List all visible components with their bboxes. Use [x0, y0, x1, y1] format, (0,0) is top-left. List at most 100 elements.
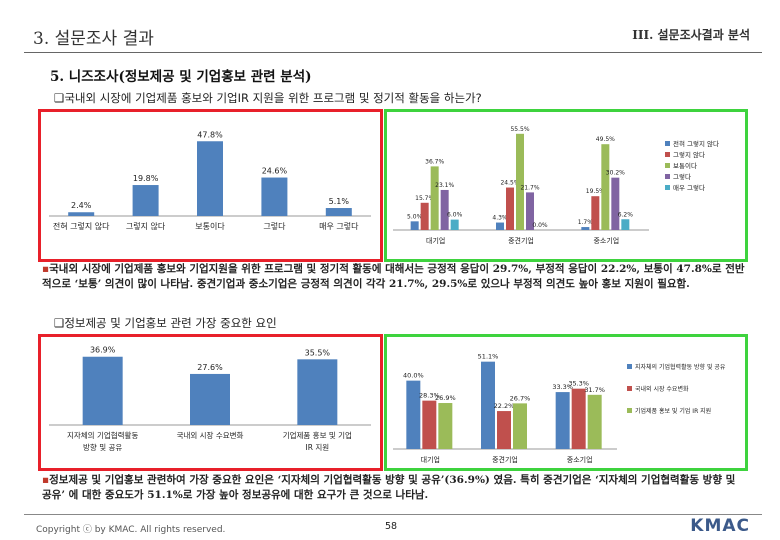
bar — [132, 185, 159, 216]
category-label: 국내외 시장 수요변화 — [177, 430, 244, 440]
category-label: 지자체의 기업협력활동 — [67, 430, 138, 440]
category-label: 그렇지 않다 — [126, 221, 166, 231]
data-label: 5.1% — [329, 197, 350, 206]
legend-swatch — [665, 163, 670, 168]
category-label: 중견기업 — [492, 455, 518, 464]
bar — [68, 212, 95, 216]
data-label: 36.9% — [90, 346, 116, 355]
kmac-logo: KMAC — [690, 516, 750, 536]
bullet-icon: ▪ — [42, 263, 50, 275]
data-label: 35.3% — [568, 380, 589, 388]
note-2: ▪정보제공 및 기업홍보 관련하여 가장 중요한 요인은 ‘지자체의 기업협력활… — [42, 473, 747, 503]
bar — [581, 227, 590, 230]
data-label: 47.8% — [197, 130, 223, 139]
category-label: 대기업 — [421, 455, 440, 464]
question-2: ❑정보제공 및 기업홍보 관련 가장 중요한 요인 — [54, 315, 277, 331]
category-label: 중소기업 — [567, 455, 593, 464]
data-label: 15.7% — [415, 195, 434, 202]
legend-label: 그렇지 않다 — [673, 150, 705, 159]
data-label: 40.0% — [403, 372, 424, 380]
chart-2-frame: 5.0% 15.7% 36.7% 23.1% 6.0% 대기업 4.3% 24.5% 55.5%… — [384, 109, 748, 262]
copyright: Copyright ⓒ by KMAC. All rights reserved… — [36, 525, 226, 535]
bar — [438, 403, 453, 449]
note-1: ▪국내외 시장에 기업제품 홍보와 기업지원을 위한 프로그램 및 정기적 활동… — [42, 262, 747, 292]
legend-label: 국내외 시장 수요변화 — [635, 385, 689, 393]
category-label: 전혀 그렇지 않다 — [53, 221, 110, 231]
data-label: 49.5% — [596, 136, 615, 143]
bar — [555, 392, 570, 449]
data-label: 55.5% — [510, 126, 529, 133]
category-label: 방향 및 공유 — [83, 442, 122, 452]
data-label: 6.2% — [618, 211, 634, 218]
note-1-text: 국내외 시장에 기업제품 홍보와 기업지원을 위한 프로그램 및 정기적 활동에… — [42, 263, 745, 290]
bar — [611, 177, 620, 230]
data-label: 0.0% — [532, 222, 548, 229]
category-label: 중소기업 — [593, 236, 619, 245]
bar — [440, 189, 449, 230]
category-label: 대기업 — [426, 236, 445, 245]
data-label: 21.7% — [520, 184, 539, 191]
data-label: 6.0% — [447, 212, 463, 219]
legend-label: 매우 그렇다 — [673, 183, 705, 192]
bar — [506, 187, 514, 230]
bar — [587, 394, 602, 449]
data-label: 5.0% — [407, 213, 423, 220]
chart-4-frame: 40.0% 28.3% 26.9% 대기업 51.1% 22.2% 26.7% 중견기업 33.… — [384, 334, 748, 471]
data-label: 4.3% — [492, 215, 508, 222]
footer-divider — [24, 514, 762, 515]
category-label: 매우 그렇다 — [319, 221, 359, 231]
data-label: 26.7% — [510, 394, 531, 402]
chart-1: 2.4% 전혀 그렇지 않다 19.8% 그렇지 않다 47.8% 보통이다 24.6% 그렇… — [49, 130, 371, 231]
data-label: 28.3% — [419, 392, 440, 400]
question-1: ❑국내외 시장에 기업제품 홍보와 기업IR 지원을 위한 프로그램 및 정기적… — [54, 90, 482, 106]
data-label: 19.8% — [133, 174, 159, 183]
data-label: 22.2% — [494, 402, 515, 410]
bar — [190, 373, 230, 425]
chapter-title: III. 설문조사결과 분석 — [632, 28, 750, 42]
legend-label: 그렇다 — [673, 172, 691, 181]
category-label: 그렇다 — [263, 221, 286, 231]
section-title: 5. 니즈조사(정보제공 및 기업홍보 관련 분석) — [50, 69, 312, 85]
chart-2: 5.0% 15.7% 36.7% 23.1% 6.0% 대기업 4.3% 24.5% 55.5%… — [393, 126, 719, 245]
data-label: 31.7% — [584, 386, 605, 394]
chart-4: 40.0% 28.3%26.9% 대기업 51.1% 22.2%26.7% 중견기업 33.… — [393, 353, 726, 464]
category-label: 보통이다 — [195, 221, 225, 231]
bar — [621, 219, 630, 230]
legend-swatch — [665, 152, 670, 157]
legend-label: 보통이다 — [673, 161, 697, 170]
data-label: 19.5% — [586, 188, 605, 195]
data-label: 30.2% — [606, 170, 625, 177]
data-label: 26.9% — [435, 394, 456, 402]
bar — [513, 403, 527, 449]
chart-1-frame: 2.4% 전혀 그렇지 않다 19.8% 그렇지 않다 47.8% 보통이다 24.6% 그렇… — [38, 109, 383, 262]
page-title: 3. 설문조사 결과 — [33, 29, 154, 49]
category-label: 기업제품 홍보 및 기업 — [283, 430, 352, 440]
bar — [516, 133, 524, 230]
page-number: 58 — [385, 521, 398, 532]
category-label: 중견기업 — [508, 236, 534, 245]
data-label: 35.5% — [305, 348, 331, 357]
legend-swatch — [627, 364, 632, 369]
data-label: 36.7% — [425, 158, 444, 165]
header-divider — [24, 52, 762, 53]
note-2-text: 정보제공 및 기업홍보 관련하여 가장 중요한 요인은 ‘지자체의 기업협력활동… — [42, 474, 736, 501]
data-label: 27.6% — [197, 363, 223, 372]
bar — [601, 144, 610, 230]
question-2-text: 정보제공 및 기업홍보 관련 가장 중요한 요인 — [64, 316, 277, 330]
bar — [406, 380, 421, 449]
bar — [197, 141, 223, 216]
legend-swatch — [627, 408, 632, 413]
bar — [325, 208, 352, 216]
bar — [422, 400, 437, 449]
bar — [297, 359, 338, 425]
bar — [526, 192, 534, 230]
checkbox-icon: ❑ — [54, 91, 65, 105]
question-1-text: 국내외 시장에 기업제품 홍보와 기업IR 지원을 위한 프로그램 및 정기적 … — [64, 91, 482, 105]
data-label: 33.3% — [552, 383, 573, 391]
bar — [420, 202, 429, 230]
data-label: 51.1% — [478, 353, 499, 361]
bar — [450, 219, 459, 230]
bar — [261, 177, 288, 216]
